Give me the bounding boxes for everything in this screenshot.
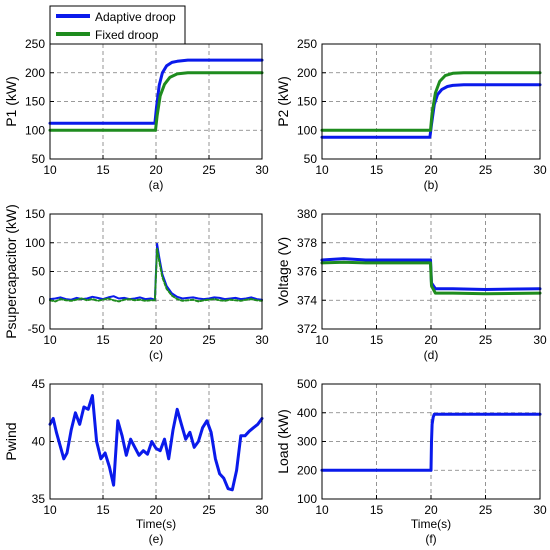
- y-tick-label: 250: [297, 37, 317, 51]
- x-tick-label: 25: [202, 333, 216, 347]
- series-line-load: [320, 412, 542, 472]
- legend-box: [49, 5, 186, 45]
- x-tick-label: 25: [479, 333, 493, 347]
- chart-panel-4: 10 15 20 25 30 372 374 376 378 380 Voltage (V) (d): [275, 207, 547, 362]
- y-tick-label: -50: [28, 322, 46, 336]
- series-line-fixed-droop: [49, 247, 263, 303]
- y-tick-label: 376: [297, 265, 317, 279]
- y-tick-label: 40: [32, 435, 46, 449]
- plot-frame: [321, 213, 541, 330]
- x-tick-label: 20: [149, 163, 163, 177]
- y-tick-label: 35: [32, 492, 46, 506]
- y-axis-label: Load (kW): [275, 409, 291, 474]
- chart-panel-5: 10 15 20 25 30 35 40 45 Pwind Time(s)(e): [3, 377, 269, 546]
- x-tick-label: 30: [255, 333, 269, 347]
- x-tick-label: 30: [255, 503, 269, 517]
- panel-caption: (f): [425, 532, 436, 546]
- series-line-adaptive-droop: [49, 242, 263, 301]
- y-tick-label: 100: [297, 492, 317, 506]
- y-tick-label: 300: [297, 435, 317, 449]
- y-axis-label: Pwind: [3, 422, 19, 460]
- y-tick-label: 150: [25, 207, 45, 221]
- x-tick-label: 15: [96, 503, 110, 517]
- chart-panel-2: 10 15 20 25 30 50 100 150 200 250 P2 (kW) (b): [275, 37, 547, 192]
- y-tick-label: 500: [297, 377, 317, 391]
- legend-label-fixed: Fixed droop: [95, 28, 159, 42]
- x-tick-label: 25: [202, 503, 216, 517]
- y-tick-label: 45: [32, 377, 46, 391]
- x-tick-label: 15: [96, 333, 110, 347]
- x-tick-label: 25: [202, 163, 216, 177]
- x-tick-label: 20: [424, 503, 438, 517]
- x-tick-label: 20: [149, 333, 163, 347]
- y-tick-label: 372: [297, 322, 317, 336]
- y-tick-label: 50: [32, 152, 46, 166]
- x-tick-label: 30: [255, 163, 269, 177]
- panel-caption: (e): [149, 532, 164, 546]
- chart-panel-3: 10 15 20 25 30 -50 0 50 100 150 Psupercapacitor (k…: [3, 204, 269, 362]
- x-tick-label: 15: [370, 503, 384, 517]
- x-tick-label: 10: [43, 503, 57, 517]
- plot-frame: [49, 383, 263, 500]
- x-tick-label: 15: [370, 333, 384, 347]
- panel-caption: (d): [424, 348, 439, 362]
- y-tick-label: 150: [25, 95, 45, 109]
- panel-caption: (a): [149, 178, 164, 192]
- y-axis-label: Voltage (V): [275, 237, 291, 306]
- y-tick-label: 100: [297, 123, 317, 137]
- y-tick-label: 0: [38, 293, 45, 307]
- legend-label-adaptive: Adaptive droop: [95, 10, 176, 24]
- x-tick-label: 15: [370, 163, 384, 177]
- series-line-fixed-droop: [320, 260, 542, 296]
- x-tick-label: 10: [315, 503, 329, 517]
- panel-caption: (c): [149, 348, 163, 362]
- chart-panel-6: 10 15 20 25 30 100 200 300 400 500 Load (kW) Time(s…: [275, 377, 547, 546]
- x-axis-label: Time(s): [136, 517, 176, 531]
- y-tick-label: 100: [25, 236, 45, 250]
- y-tick-label: 50: [304, 152, 318, 166]
- y-tick-label: 380: [297, 207, 317, 221]
- x-tick-label: 10: [43, 163, 57, 177]
- y-tick-label: 200: [25, 66, 45, 80]
- y-axis-label: P2 (kW): [275, 76, 291, 127]
- y-tick-label: 200: [297, 66, 317, 80]
- x-tick-label: 10: [43, 333, 57, 347]
- y-axis-label: P1 (kW): [3, 76, 19, 127]
- y-tick-label: 378: [297, 236, 317, 250]
- series-line-pwind: [48, 394, 264, 492]
- series-line-adaptive-droop: [320, 257, 542, 291]
- y-tick-label: 400: [297, 406, 317, 420]
- series-line-fixed-droop: [48, 71, 264, 132]
- y-tick-label: 50: [32, 265, 46, 279]
- x-tick-label: 25: [479, 163, 493, 177]
- y-axis-label: Psupercapacitor (kW): [3, 204, 19, 339]
- plot-frame: [49, 213, 263, 330]
- series-line-fixed-droop: [320, 71, 542, 132]
- plot-frame: [321, 43, 541, 160]
- x-tick-label: 10: [315, 333, 329, 347]
- y-tick-label: 200: [297, 463, 317, 477]
- y-tick-label: 100: [25, 123, 45, 137]
- plot-frame: [321, 383, 541, 500]
- legend: Adaptive droop Fixed droop: [49, 5, 186, 45]
- x-tick-label: 20: [424, 163, 438, 177]
- x-axis-label: Time(s): [411, 517, 451, 531]
- x-tick-label: 15: [96, 163, 110, 177]
- y-tick-label: 250: [25, 37, 45, 51]
- x-tick-label: 30: [533, 503, 547, 517]
- x-tick-label: 20: [149, 503, 163, 517]
- panel-caption: (b): [424, 178, 439, 192]
- chart-panel-1: 10 15 20 25 30 50 100 150 200 250 P1 (kW) (a): [3, 37, 269, 192]
- y-tick-label: 150: [297, 95, 317, 109]
- x-tick-label: 10: [315, 163, 329, 177]
- x-tick-label: 30: [533, 333, 547, 347]
- y-tick-label: 374: [297, 293, 317, 307]
- x-tick-label: 30: [533, 163, 547, 177]
- x-tick-label: 25: [479, 503, 493, 517]
- x-tick-label: 20: [424, 333, 438, 347]
